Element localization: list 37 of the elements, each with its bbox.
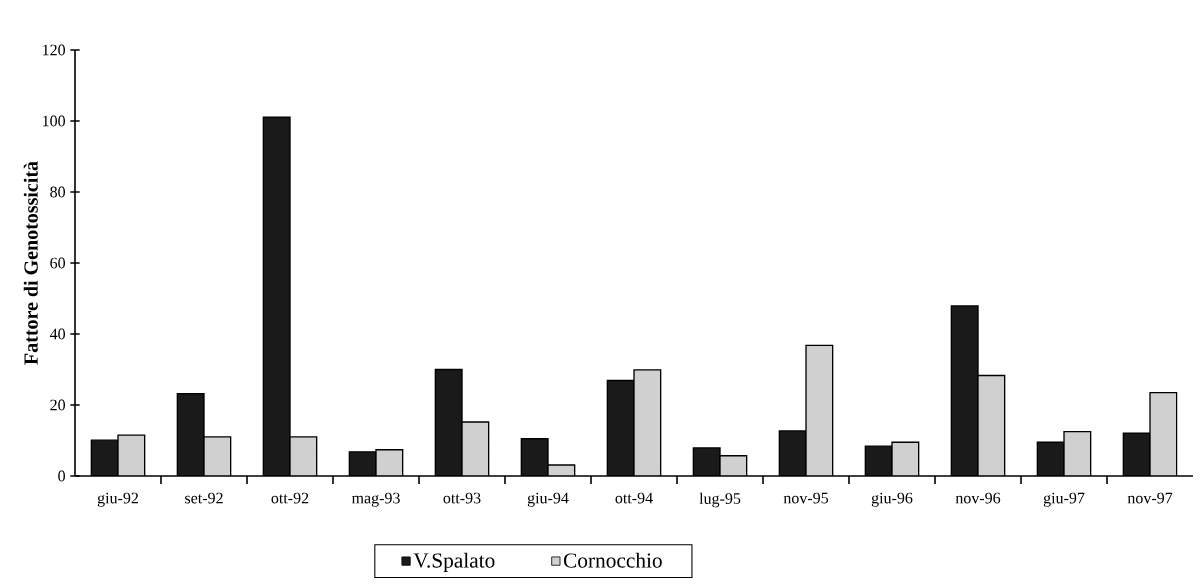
x-tick-label: giu-94 [527,492,569,507]
y-tick-label: 120 [43,44,65,56]
legend-label: V.Spalato [413,552,495,573]
y-tick-label: 80 [50,186,66,198]
x-tick-label: nov-96 [955,492,1001,504]
x-tick-label: nov-97 [1127,492,1173,504]
bar [177,393,204,476]
bar [1064,431,1091,476]
x-tick-label: lug-95 [699,492,741,508]
x-tick-label: set-92 [185,492,223,504]
y-tick-label: 0 [58,470,66,482]
bar [435,369,463,476]
bar [462,422,489,476]
x-tick-label: giu-96 [871,492,913,507]
x-tick-label: ott-94 [615,492,653,504]
x-tick-label: giu-92 [97,492,138,507]
x-tick-label: ott-92 [271,492,309,504]
x-tick-label: mag-93 [351,492,400,507]
x-tick-label: giu-97 [1043,492,1085,507]
y-tick-label: 100 [43,115,65,127]
bar [263,117,291,476]
x-tick-label: nov-95 [783,492,829,504]
y-tick-label: 60 [50,257,66,269]
bar [951,305,979,476]
bar [634,369,661,476]
y-tick-label: 40 [49,328,66,340]
legend-label: Cornocchio [563,552,662,568]
y-tick-label: 20 [50,399,66,411]
bar [607,380,635,476]
y-axis-title: Fattore di Genotossicità [23,161,38,365]
bar [1149,391,1178,476]
bar [978,375,1005,476]
bar [521,438,548,476]
bar [1122,432,1151,476]
x-tick-label: ott-93 [443,492,481,504]
bar [118,435,145,476]
bar [806,345,833,476]
